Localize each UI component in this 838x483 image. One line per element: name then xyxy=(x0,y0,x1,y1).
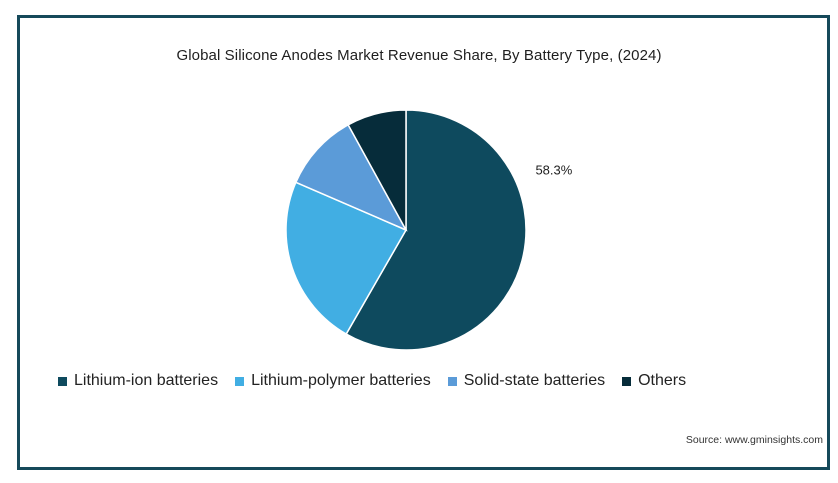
legend-label-others: Others xyxy=(638,372,687,389)
pie-slice-solid-state-batteries xyxy=(294,123,408,232)
pie-slice-others xyxy=(347,109,407,231)
pie-data-label: 58.3% xyxy=(535,163,572,178)
source-note: Source: www.gminsights.com xyxy=(685,434,823,446)
legend-label-lithium-polymer: Lithium-polymer batteries xyxy=(251,372,431,389)
legend-item-others: Others xyxy=(622,372,686,390)
legend-swatch-others xyxy=(622,376,632,386)
legend-item-lithium-polymer: Lithium-polymer batteries xyxy=(235,372,431,390)
legend-swatch-lithium-ion xyxy=(58,376,67,386)
pie-slice-lithium-polymer-batteries xyxy=(285,181,408,336)
pie-labels: 58.3% xyxy=(535,163,572,178)
chart-legend: Lithium-ion batteries Lithium-polymer ba… xyxy=(58,372,703,390)
legend-label-lithium-ion: Lithium-ion batteries xyxy=(74,372,219,389)
legend-item-solid-state: Solid-state batteries xyxy=(447,372,606,390)
legend-swatch-lithium-polymer xyxy=(235,376,245,386)
legend-item-lithium-ion: Lithium-ion batteries xyxy=(58,372,218,390)
pie-slices xyxy=(285,109,527,351)
legend-label-solid-state: Solid-state batteries xyxy=(463,372,606,389)
pie-slice-lithium-ion-batteries xyxy=(345,109,527,351)
chart-title: Global Silicone Anodes Market Revenue Sh… xyxy=(176,47,662,64)
legend-swatch-solid-state xyxy=(447,376,457,386)
